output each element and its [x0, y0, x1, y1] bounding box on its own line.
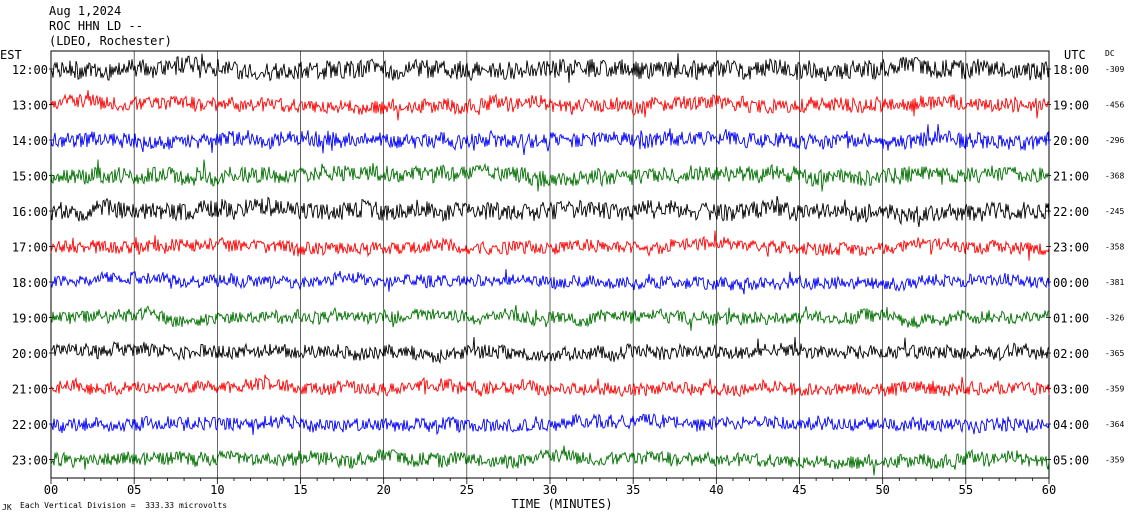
utc-time-label: 00:00: [1053, 276, 1089, 290]
est-time-label: 18:00: [12, 276, 48, 290]
utc-time-label: 05:00: [1053, 454, 1089, 468]
x-tick-label: 40: [709, 483, 723, 497]
trace-line: [50, 336, 1050, 365]
utc-time-label: 02:00: [1053, 347, 1089, 361]
est-time-label: 21:00: [12, 383, 48, 397]
est-time-label: 12:00: [12, 63, 48, 77]
x-tick-label: 50: [875, 483, 889, 497]
trace-line: [50, 269, 1050, 295]
est-time-label: 13:00: [12, 99, 48, 113]
est-time-label: 20:00: [12, 347, 48, 361]
x-tick-label: 00: [44, 483, 58, 497]
trace-line: [50, 305, 1050, 331]
x-tick-label: 05: [127, 483, 141, 497]
x-tick-label: 30: [543, 483, 557, 497]
x-tick-label: 20: [376, 483, 390, 497]
trace-line: [50, 159, 1050, 192]
scale-note: Each Vertical Division = 333.33 microvol…: [20, 501, 228, 510]
est-time-label: 22:00: [12, 418, 48, 432]
est-time-label: 16:00: [12, 205, 48, 219]
dc-offset-label: -296: [1105, 136, 1124, 145]
trace-line: [50, 90, 1050, 121]
utc-time-label: 19:00: [1053, 99, 1089, 113]
utc-time-label: 23:00: [1053, 241, 1089, 255]
x-tick-label: 35: [626, 483, 640, 497]
date-label: Aug 1,2024: [49, 4, 122, 18]
dc-header-label: DC: [1105, 49, 1115, 58]
dc-offset-label: -368: [1105, 172, 1124, 181]
dc-offset-label: -364: [1105, 420, 1124, 429]
network-label: (LDEO, Rochester): [49, 34, 172, 48]
est-time-label: 14:00: [12, 134, 48, 148]
trace-line: [50, 374, 1050, 398]
dc-offset-label: -309: [1105, 65, 1124, 74]
x-axis-label: TIME (MINUTES): [511, 497, 612, 511]
x-tick-label: 60: [1042, 483, 1056, 497]
corner-mark: JK: [2, 503, 12, 512]
dc-offset-label: -245: [1105, 207, 1124, 216]
utc-time-label: 03:00: [1053, 383, 1089, 397]
dc-offset-label: -456: [1105, 101, 1124, 110]
left-timezone-label: EST: [0, 48, 22, 62]
est-time-label: 17:00: [12, 241, 48, 255]
trace-line: [50, 445, 1050, 476]
dc-offset-label: -359: [1105, 456, 1124, 465]
dc-offset-label: -326: [1105, 314, 1124, 323]
est-time-label: 15:00: [12, 170, 48, 184]
utc-time-label: 22:00: [1053, 205, 1089, 219]
dc-offset-label: -358: [1105, 243, 1124, 252]
trace-line: [50, 123, 1050, 155]
dc-offset-label: -365: [1105, 349, 1124, 358]
trace-line: [50, 195, 1050, 228]
est-time-label: 19:00: [12, 312, 48, 326]
x-tick-label: 15: [293, 483, 307, 497]
utc-time-label: 18:00: [1053, 63, 1089, 77]
utc-time-label: 04:00: [1053, 418, 1089, 432]
utc-time-label: 20:00: [1053, 134, 1089, 148]
trace-line: [50, 413, 1050, 436]
right-timezone-label: UTC: [1064, 48, 1086, 62]
x-tick-label: 45: [792, 483, 806, 497]
dc-offset-label: -381: [1105, 278, 1124, 287]
x-tick-label: 25: [460, 483, 474, 497]
trace-line: [50, 53, 1050, 83]
utc-time-label: 21:00: [1053, 170, 1089, 184]
x-tick-label: 10: [210, 483, 224, 497]
utc-time-label: 01:00: [1053, 312, 1089, 326]
station-label: ROC HHN LD --: [49, 19, 143, 33]
trace-line: [50, 230, 1050, 261]
dc-offset-label: -359: [1105, 385, 1124, 394]
est-time-label: 23:00: [12, 454, 48, 468]
x-tick-label: 55: [959, 483, 973, 497]
